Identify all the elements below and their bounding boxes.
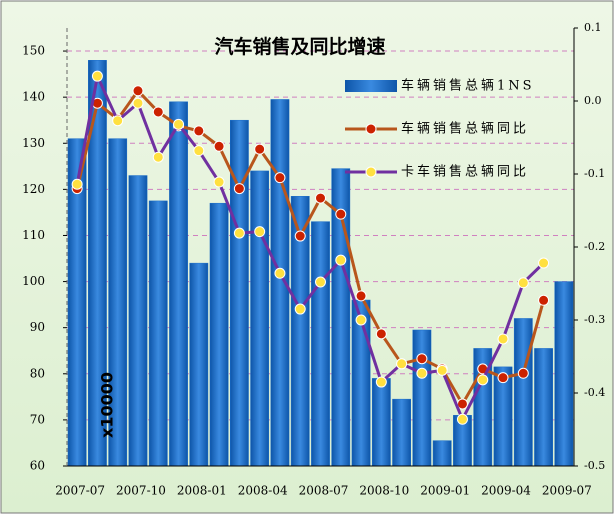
- x-tick-label: 2009-07: [542, 484, 592, 498]
- point: [173, 118, 185, 130]
- point: [132, 97, 144, 109]
- bar: [554, 281, 574, 467]
- y-tick-label: 110: [22, 228, 45, 242]
- point: [315, 192, 326, 204]
- y-tick-label: 130: [22, 136, 45, 150]
- point: [274, 172, 286, 184]
- y-tick-label: 150: [22, 44, 45, 58]
- point: [254, 143, 266, 155]
- bar: [148, 200, 168, 467]
- point: [132, 85, 144, 97]
- point: [375, 328, 387, 340]
- point: [335, 254, 347, 266]
- legend-swatch: [345, 80, 397, 92]
- point: [213, 140, 225, 152]
- point: [71, 178, 83, 190]
- point: [497, 372, 509, 384]
- y2-tick-label: 0.0: [584, 94, 602, 107]
- y2-tick-label: 0.1: [584, 21, 602, 34]
- point: [497, 333, 509, 345]
- line: [75, 71, 545, 423]
- unit-annotation: x10000: [98, 372, 117, 438]
- point: [152, 151, 164, 163]
- point: [315, 276, 326, 288]
- point: [517, 277, 529, 289]
- legend-label: 车辆销售总辆同比: [401, 121, 529, 137]
- legend-label: 卡车销售总辆同比: [401, 164, 529, 180]
- point: [456, 413, 468, 425]
- x-tick-label: 2007-07: [55, 484, 105, 498]
- point: [152, 106, 164, 118]
- y-tick-label: 100: [22, 274, 45, 288]
- x-tick-label: 2009-01: [420, 484, 470, 498]
- y2-tick-label: -0.4: [584, 386, 605, 399]
- y-tick-label: 140: [22, 90, 45, 104]
- y-tick-label: 120: [22, 182, 45, 196]
- point: [477, 374, 489, 386]
- point: [233, 183, 245, 195]
- bar: [412, 329, 432, 467]
- y-tick-label: 80: [30, 366, 45, 380]
- point: [375, 376, 387, 388]
- y-tick-label: 90: [30, 320, 45, 334]
- point: [233, 227, 245, 239]
- bar: [169, 101, 188, 467]
- bar: [513, 318, 533, 467]
- bar: [209, 202, 229, 467]
- x-tick-label: 2009-04: [481, 484, 531, 498]
- point: [294, 230, 306, 242]
- point: [355, 290, 367, 302]
- y2-tick-label: -0.1: [584, 167, 605, 180]
- point: [112, 115, 124, 127]
- x-tick-label: 2008-01: [177, 484, 227, 498]
- bar: [128, 175, 148, 467]
- point: [213, 176, 225, 188]
- point: [355, 314, 367, 326]
- point: [396, 358, 408, 370]
- legend-label: 车辆销售总辆1NS: [401, 78, 535, 94]
- y-tick-label: 60: [30, 459, 45, 473]
- point: [193, 145, 205, 157]
- y-tick-label: 70: [30, 412, 45, 426]
- point: [91, 70, 103, 82]
- bar: [250, 170, 270, 467]
- point: [294, 303, 306, 315]
- bar: [371, 378, 391, 467]
- point: [436, 364, 448, 376]
- x-tick-label: 2008-07: [299, 484, 349, 498]
- y2-tick-label: -0.2: [584, 240, 605, 253]
- bar: [189, 262, 209, 467]
- y2-tick-label: -0.3: [584, 313, 605, 326]
- x-tick-label: 2007-10: [116, 484, 166, 498]
- legend-marker: [365, 123, 377, 135]
- point: [538, 257, 550, 269]
- x-tick-label: 2008-10: [359, 484, 409, 498]
- point: [254, 226, 266, 238]
- point: [538, 294, 550, 306]
- bar: [392, 398, 411, 467]
- point: [416, 353, 428, 365]
- point: [416, 367, 428, 379]
- bar: [534, 348, 553, 467]
- bar: [432, 440, 452, 467]
- y2-tick-label: -0.5: [584, 459, 605, 472]
- chart-title: 汽车销售及同比增速: [214, 35, 385, 58]
- point: [274, 267, 286, 279]
- point: [335, 208, 347, 220]
- point: [517, 367, 529, 379]
- point: [193, 125, 205, 137]
- x-tick-label: 2008-04: [238, 484, 288, 498]
- legend-marker: [365, 166, 377, 178]
- bar: [311, 221, 330, 467]
